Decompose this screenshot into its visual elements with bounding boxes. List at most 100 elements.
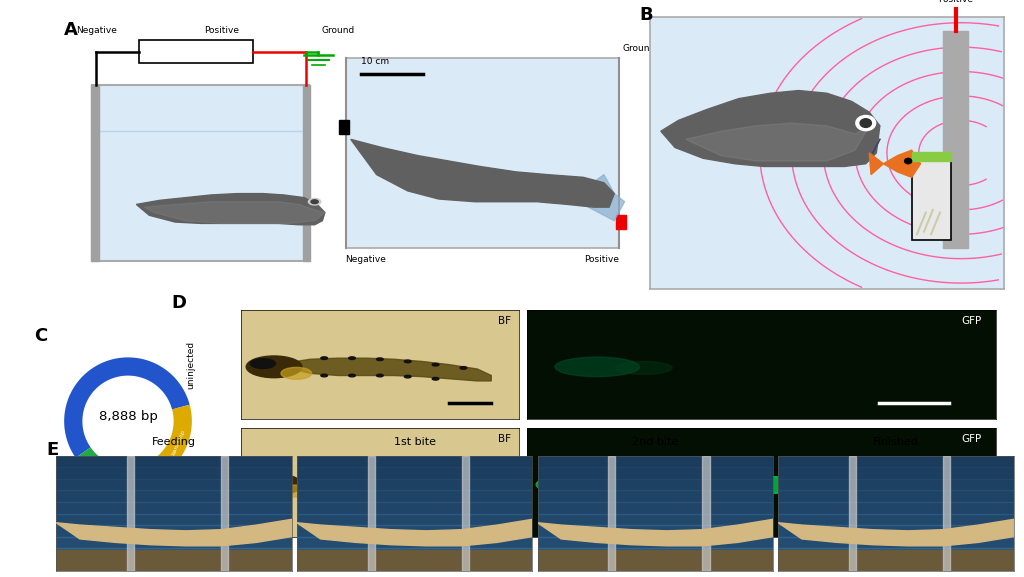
Text: kan/amp: kan/amp bbox=[171, 429, 186, 456]
Polygon shape bbox=[778, 519, 1014, 546]
Circle shape bbox=[860, 485, 897, 493]
Polygon shape bbox=[869, 153, 884, 175]
Bar bbox=[538, 525, 773, 537]
Circle shape bbox=[710, 478, 766, 491]
Circle shape bbox=[432, 377, 439, 380]
Bar bbox=[56, 550, 292, 571]
Text: 8,888 bp: 8,888 bp bbox=[98, 410, 158, 423]
Bar bbox=[297, 525, 532, 537]
Circle shape bbox=[321, 474, 328, 477]
Text: uninjected: uninjected bbox=[186, 340, 195, 389]
Text: GFP: GFP bbox=[962, 433, 982, 444]
Bar bbox=[778, 456, 1014, 467]
Polygon shape bbox=[283, 476, 492, 499]
Bar bbox=[538, 456, 773, 467]
Bar bbox=[297, 467, 532, 479]
Text: Ground: Ground bbox=[622, 44, 655, 53]
Polygon shape bbox=[351, 140, 614, 207]
Text: BF: BF bbox=[498, 433, 511, 444]
Bar bbox=[345, 58, 620, 248]
Circle shape bbox=[432, 481, 439, 484]
Bar bbox=[127, 456, 134, 571]
Circle shape bbox=[904, 158, 911, 164]
Bar bbox=[608, 456, 615, 571]
Circle shape bbox=[377, 374, 383, 377]
Bar bbox=[538, 479, 773, 490]
Text: 1st bite: 1st bite bbox=[393, 437, 436, 447]
Text: 10 cm: 10 cm bbox=[361, 57, 389, 66]
Bar bbox=[538, 550, 773, 571]
Bar bbox=[297, 456, 532, 467]
Bar bbox=[297, 514, 532, 525]
Circle shape bbox=[377, 492, 383, 494]
Polygon shape bbox=[76, 447, 124, 485]
Bar bbox=[56, 537, 292, 548]
Circle shape bbox=[856, 115, 876, 130]
Text: Negative: Negative bbox=[345, 254, 386, 264]
Bar bbox=[297, 560, 532, 571]
Circle shape bbox=[251, 359, 275, 369]
FancyBboxPatch shape bbox=[139, 40, 253, 63]
Bar bbox=[538, 514, 773, 525]
Text: D: D bbox=[171, 294, 186, 312]
Circle shape bbox=[404, 360, 411, 363]
Text: β-actin promoter: β-actin promoter bbox=[70, 327, 134, 358]
Bar bbox=[56, 490, 292, 502]
Polygon shape bbox=[297, 519, 532, 546]
Circle shape bbox=[860, 119, 871, 128]
Bar bbox=[221, 456, 228, 571]
Bar bbox=[849, 456, 856, 571]
Text: Positive: Positive bbox=[204, 26, 239, 35]
Text: Negative: Negative bbox=[76, 26, 117, 35]
Circle shape bbox=[281, 368, 311, 379]
Circle shape bbox=[377, 358, 383, 361]
Polygon shape bbox=[123, 460, 160, 485]
Bar bbox=[297, 537, 532, 548]
Bar bbox=[303, 85, 310, 261]
Circle shape bbox=[404, 493, 411, 496]
Circle shape bbox=[349, 492, 355, 494]
Text: C: C bbox=[34, 327, 47, 345]
Text: A: A bbox=[65, 21, 78, 39]
Circle shape bbox=[432, 364, 439, 366]
Polygon shape bbox=[538, 519, 773, 546]
Bar bbox=[943, 456, 950, 571]
Polygon shape bbox=[884, 150, 921, 177]
Bar bbox=[778, 550, 1014, 571]
Bar bbox=[778, 479, 1014, 490]
Bar bbox=[538, 502, 773, 514]
Bar bbox=[91, 85, 99, 261]
Bar bbox=[702, 456, 710, 571]
Text: Computer: Computer bbox=[172, 47, 220, 57]
Bar bbox=[538, 560, 773, 571]
Circle shape bbox=[311, 200, 318, 204]
Bar bbox=[911, 152, 950, 161]
Circle shape bbox=[321, 492, 328, 494]
Text: BF: BF bbox=[498, 316, 511, 326]
Circle shape bbox=[555, 357, 639, 377]
Circle shape bbox=[404, 478, 411, 481]
Circle shape bbox=[784, 480, 831, 491]
Bar bbox=[778, 467, 1014, 479]
Bar bbox=[368, 456, 375, 571]
Bar bbox=[297, 490, 532, 502]
Text: GFP: GFP bbox=[92, 462, 109, 475]
Text: GFP: GFP bbox=[962, 316, 982, 326]
Text: 2nd bite: 2nd bite bbox=[632, 437, 679, 447]
Polygon shape bbox=[686, 123, 869, 161]
Circle shape bbox=[615, 361, 672, 374]
Bar bbox=[297, 550, 532, 571]
Text: Positive: Positive bbox=[585, 254, 620, 264]
Polygon shape bbox=[136, 194, 325, 225]
Bar bbox=[778, 525, 1014, 537]
Circle shape bbox=[460, 484, 467, 487]
Bar bbox=[297, 548, 532, 560]
Text: Positive: Positive bbox=[938, 0, 974, 4]
Text: Finished: Finished bbox=[873, 437, 919, 447]
Bar bbox=[56, 502, 292, 514]
Circle shape bbox=[321, 374, 328, 377]
Circle shape bbox=[308, 198, 321, 205]
Bar bbox=[92, 85, 309, 261]
Bar bbox=[778, 502, 1014, 514]
Circle shape bbox=[246, 474, 302, 496]
